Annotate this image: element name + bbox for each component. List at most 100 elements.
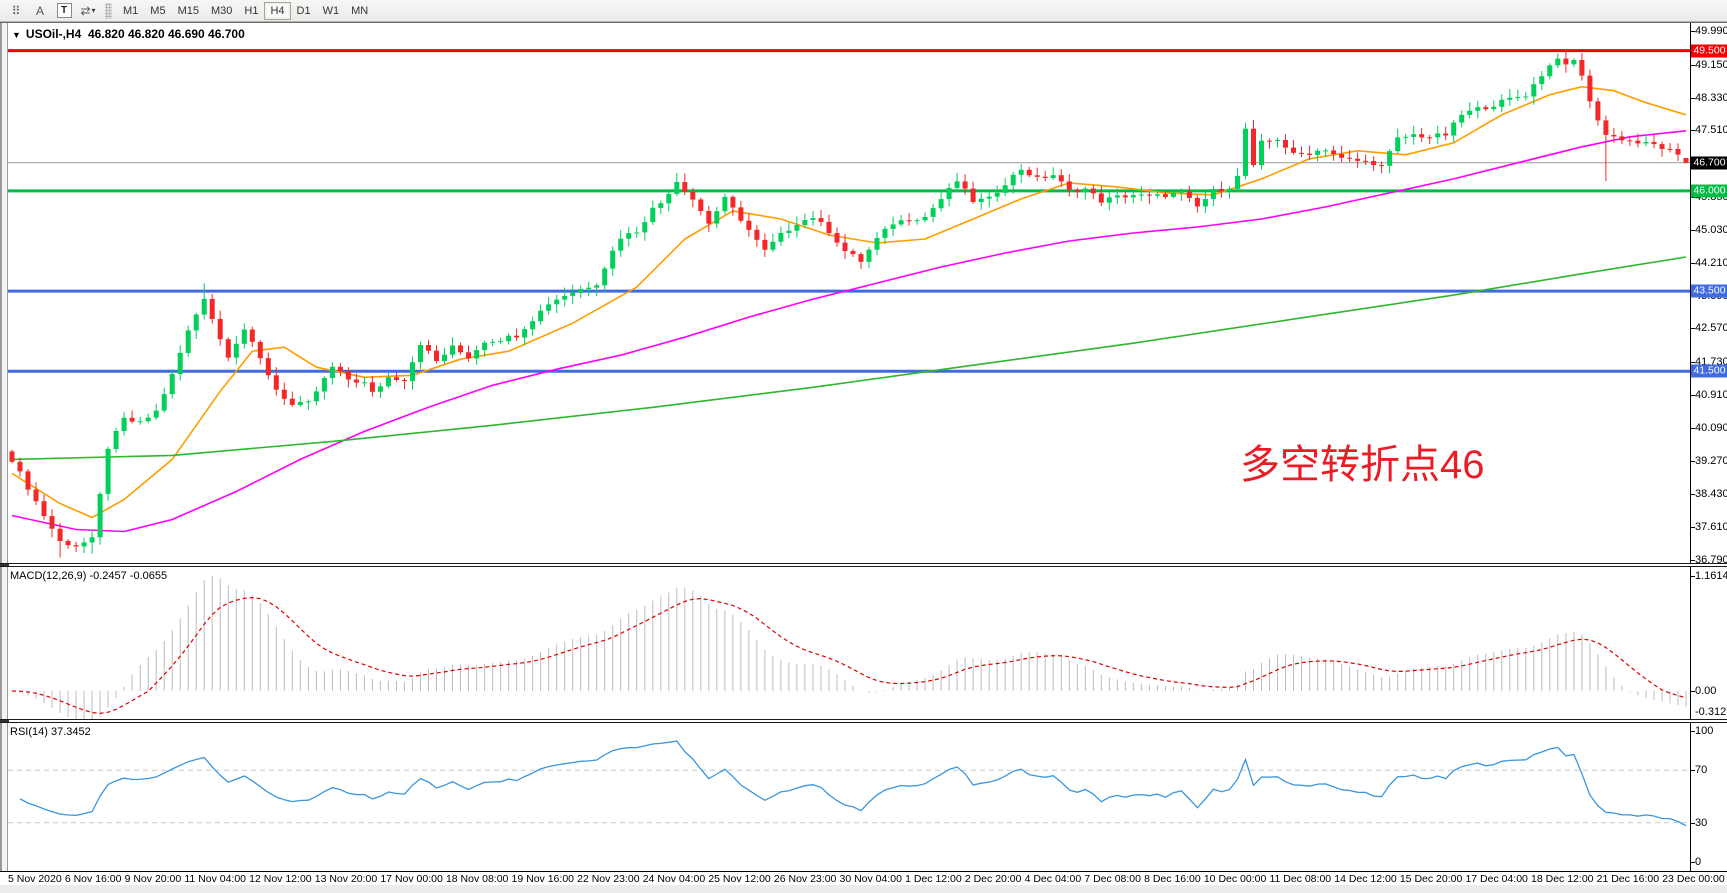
price-panel: ▼ USOil-,H4 46.820 46.820 46.690 46.700 多… [0,23,1727,566]
tf-button-M1[interactable]: M1 [117,2,144,20]
timeframe-group: M1 M5 M15 M30 H1 H4 D1 W1 MN [117,1,374,20]
toolbar-grip[interactable] [105,2,112,19]
time-axis[interactable]: 5 Nov 2020 6 Nov 16:00 9 Nov 20:00 11 Nov 0… [0,871,1727,885]
time-tick-label: 10 Dec 00:00 [1203,873,1267,885]
time-tick-label: 30 Nov 04:00 [839,873,902,885]
price-tick [1691,130,1695,132]
drawing-tools-group: ⠿ A T ⇄ ▾ [4,2,100,20]
tf-button-W1[interactable]: W1 [317,2,346,20]
price-tick [1691,262,1695,264]
price-tick [1691,362,1695,363]
rsi-axis-label: 30 [1695,816,1708,829]
time-tick-label: 13 Nov 20:00 [314,873,378,885]
price-tick-label: 39.270 [1695,454,1727,467]
chart-title: ▼ USOil-,H4 46.820 46.820 46.690 46.700 [12,27,245,41]
price-tick-label: 47.510 [1695,124,1727,137]
time-tick-label: 21 Dec 16:00 [1596,873,1660,885]
time-tick-label: 11 Dec 08:00 [1269,873,1332,885]
time-tick-label: 9 Nov 20:00 [124,873,182,885]
tf-button-M5[interactable]: M5 [144,2,171,20]
time-tick-label: 19 Nov 16:00 [511,873,574,885]
macd-axis[interactable]: 1.1614 0.00 -0.3127 [1690,567,1727,723]
chart-ohlc-values: 46.820 46.820 46.690 46.700 [87,27,245,41]
price-tick-label: 49.150 [1695,58,1727,71]
price-tick [1691,427,1695,429]
rsi-axis-label: 0 [1695,856,1702,868]
price-tick [1691,494,1695,496]
price-tick [1691,196,1695,198]
price-badge-43.500: 43.500 [1691,284,1727,298]
time-tick-label: 14 Dec 12:00 [1334,873,1397,885]
annotation-text[interactable]: 多空转折点46 [1240,443,1485,487]
time-tick-label: 12 Nov 12:00 [249,873,312,885]
window-left-border [0,23,8,885]
time-tick-label: 18 Dec 12:00 [1531,873,1594,885]
price-tick [1691,97,1695,99]
rsi-axis[interactable]: 100 70 30 0 [1690,723,1727,871]
time-tick-label: 5 Nov 2020 [8,873,62,885]
tf-button-H1[interactable]: H1 [238,2,264,20]
price-badge-41.500: 41.500 [1691,364,1727,378]
rsi-axis-label: 70 [1695,764,1708,777]
chart-collapse-arrow[interactable]: ▼ [12,30,21,40]
price-chart-canvas[interactable] [8,23,1690,563]
panel-splitter[interactable] [0,563,1727,567]
price-tick-label: 40.090 [1695,421,1727,434]
rsi-label: RSI(14) 37.3452 [10,726,91,738]
price-tick [1691,328,1695,330]
rsi-canvas[interactable] [8,723,1690,871]
time-tick-label: 25 Nov 12:00 [708,873,771,885]
splitter-handle [0,564,9,566]
text-tool-icon[interactable]: T [52,2,76,20]
price-tick [1691,31,1695,32]
price-axis[interactable]: 49.990 49.150 48.330 47.510 45.850 45.03… [1690,23,1727,566]
time-tick-label: 2 Dec 20:00 [964,873,1022,885]
time-tick-label: 11 Nov 04:00 [184,873,247,885]
price-tick [1691,229,1695,231]
time-tick-label: 1 Dec 12:00 [905,873,962,885]
price-tick [1691,460,1695,462]
macd-axis-label: 1.1614 [1695,570,1727,582]
rsi-axis-label: 100 [1695,725,1714,737]
rsi-panel: RSI(14) 37.3452 100 70 30 0 [0,723,1727,871]
chart-symbol-label: USOil-,H4 [25,27,82,41]
chart-window: ▼ USOil-,H4 46.820 46.820 46.690 46.700 多… [0,22,1727,885]
tf-button-D1[interactable]: D1 [291,2,317,20]
price-tick [1691,64,1695,66]
macd-panel: MACD(12,26,9) -0.2457 -0.0655 1.1614 0.00… [0,567,1727,723]
tf-button-MN[interactable]: MN [345,2,374,20]
price-tick-label: 38.430 [1695,488,1727,501]
price-tick-label: 42.570 [1695,322,1727,335]
time-tick-label: 4 Dec 04:00 [1024,873,1082,885]
macd-canvas[interactable] [8,567,1690,719]
arrows-dropdown-icon[interactable]: ⇄ ▾ [76,2,100,20]
dotted-grid-icon[interactable]: ⠿ [4,2,28,20]
price-tick-label: 40.910 [1695,388,1727,401]
text-label-icon[interactable]: A [28,2,52,20]
time-tick-label: 23 Dec 00:00 [1662,873,1725,885]
macd-axis-label: 0.00 [1695,685,1717,697]
price-tick-label: 37.610 [1695,521,1727,534]
status-bar [0,884,1727,893]
price-tick [1691,394,1695,396]
toolbar: ⠿ A T ⇄ ▾ M1 M5 M15 M30 H1 H4 D1 W1 MN [0,0,1727,22]
price-badge-49.500: 49.500 [1691,44,1727,58]
tf-button-M15[interactable]: M15 [172,2,205,20]
macd-label: MACD(12,26,9) -0.2457 -0.0655 [10,570,168,582]
tf-button-M30[interactable]: M30 [205,2,238,20]
price-tick-label: 48.330 [1695,91,1727,104]
panel-splitter[interactable] [0,719,1727,723]
time-tick-label: 17 Nov 00:00 [380,873,443,885]
time-tick-label: 6 Nov 16:00 [64,873,122,885]
time-tick-label: 7 Dec 08:00 [1084,873,1141,885]
price-tick-label: 44.210 [1695,256,1727,269]
time-tick-label: 18 Nov 08:00 [445,873,509,885]
time-tick-label: 15 Dec 20:00 [1399,873,1463,885]
price-tick [1691,560,1695,561]
price-tick-label: 45.030 [1695,223,1727,236]
price-tick [1691,527,1695,529]
tf-button-H4[interactable]: H4 [264,1,291,20]
splitter-handle [0,720,9,722]
time-tick-label: 8 Dec 16:00 [1144,873,1201,885]
time-tick-label: 26 Nov 23:00 [773,873,837,885]
